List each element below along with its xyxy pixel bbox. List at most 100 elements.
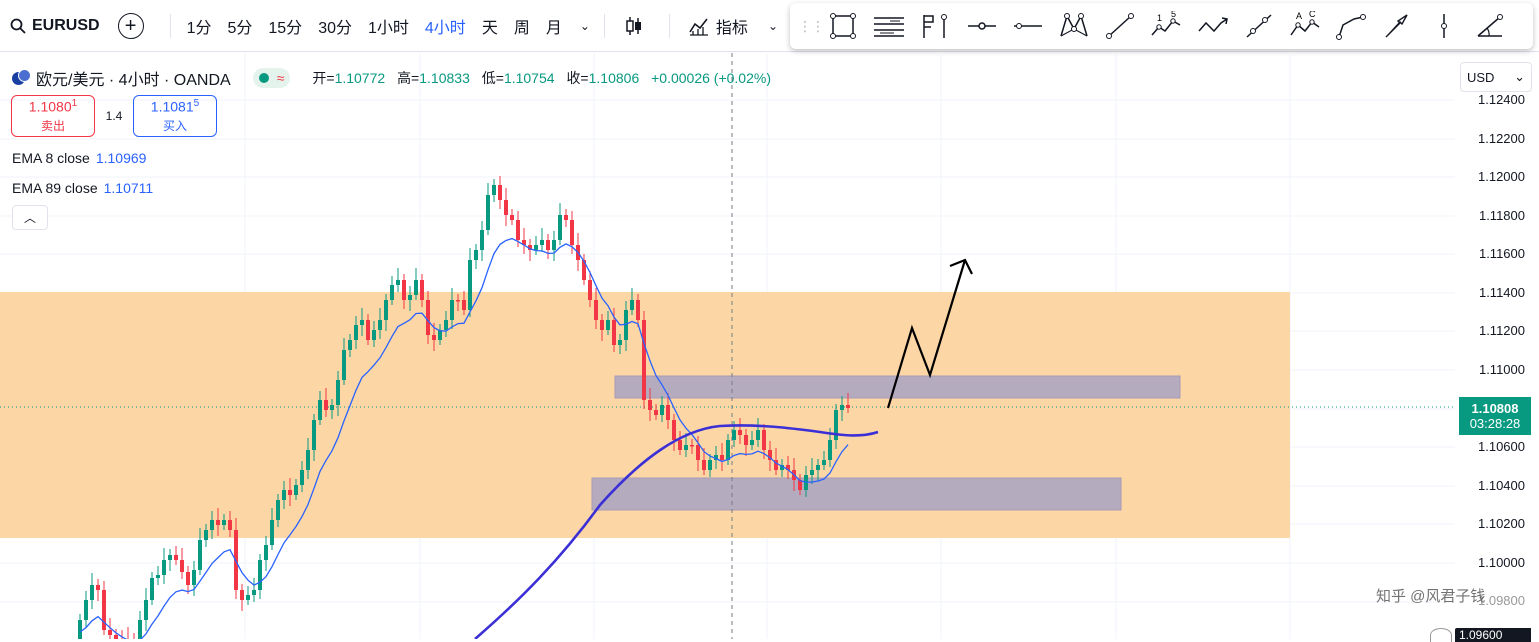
candle-body (84, 600, 88, 620)
candle-body (810, 470, 814, 475)
timeframe-1[interactable]: 5分 (227, 19, 253, 37)
xabcd-tool[interactable] (1051, 6, 1097, 46)
candle-body (210, 520, 214, 530)
candle-body (294, 485, 298, 495)
candle-body (312, 420, 316, 450)
trend-angle-icon (1477, 14, 1503, 37)
candle-body (450, 300, 454, 320)
zigzag-tool[interactable] (1190, 6, 1236, 46)
price-chart[interactable] (0, 53, 1539, 639)
timeframe-2[interactable]: 15分 (268, 19, 303, 37)
candle-body (408, 295, 412, 300)
timeframe-7[interactable]: 周 (513, 19, 530, 37)
trend-line-tool[interactable] (1097, 6, 1143, 46)
rectangle-tool[interactable] (820, 6, 866, 46)
forecast-path[interactable] (886, 259, 967, 409)
candle-body (348, 340, 352, 350)
candle-body (156, 575, 160, 578)
ema-89-legend[interactable]: EMA 89 close 1.10711 (12, 180, 153, 196)
chevron-up-icon: ︿ (23, 211, 36, 225)
arrow-tool[interactable] (1374, 6, 1420, 46)
candle-body (726, 440, 730, 460)
flag-tool[interactable] (912, 6, 958, 46)
candle-body (282, 490, 286, 500)
currency-selector[interactable]: USD ⌄ (1460, 62, 1532, 92)
buy-button[interactable]: 1.10815 买入 (133, 95, 217, 137)
candle-body (342, 350, 346, 380)
chart-type-button[interactable] (613, 0, 661, 52)
candle-body (828, 440, 832, 460)
timeframe-6[interactable]: 天 (481, 19, 498, 37)
bid-ask-panel: 1.10801 卖出 1.4 1.10815 买入 (11, 95, 217, 137)
chevron-down-icon[interactable]: ⌄ (579, 18, 590, 33)
candle-body (522, 240, 526, 245)
candle-body (696, 445, 700, 460)
candle-body (498, 185, 502, 200)
abcd-label-c: C (1309, 11, 1316, 19)
channel-tool[interactable] (866, 6, 912, 46)
sell-button[interactable]: 1.10801 卖出 (11, 95, 95, 137)
support-box[interactable] (591, 477, 1122, 511)
symbol-search[interactable]: EURUSD (0, 0, 114, 52)
candle-body (816, 465, 820, 470)
candle-body (798, 480, 802, 490)
scroll-icon[interactable] (1430, 628, 1452, 642)
market-status-pill[interactable]: ≈ (252, 68, 291, 88)
candle-body (846, 405, 850, 408)
multipoint-line-tool[interactable] (1236, 6, 1282, 46)
candle-body (756, 430, 760, 440)
candle-body (606, 320, 610, 330)
candle-body (366, 320, 370, 340)
market-open-icon (258, 73, 269, 83)
axis-tick: 1.11600 (1478, 246, 1525, 261)
timeframe-8[interactable]: 月 (545, 19, 562, 37)
candle-body (600, 320, 604, 330)
timeframe-3[interactable]: 30分 (318, 19, 352, 37)
axis-tick: 1.10400 (1478, 478, 1525, 493)
sell-label: 卖出 (40, 118, 65, 133)
candle-body (102, 590, 106, 630)
ema-8-legend[interactable]: EMA 8 close 1.10969 (12, 150, 146, 166)
horizontal-line-tool[interactable] (1005, 6, 1051, 46)
bottom-price-tag: 1.09600 (1455, 628, 1531, 642)
candle-body (204, 530, 208, 540)
toolbar-divider (603, 13, 605, 38)
ohlc-values: 开=1.10772 高=1.10833 低=1.10754 收=1.10806 … (312, 70, 771, 86)
timeframe-5[interactable]: 4小时 (424, 19, 466, 37)
multipoint-line-icon (1246, 14, 1272, 38)
candle-body (324, 400, 328, 410)
timeframe-4[interactable]: 1小时 (368, 19, 409, 37)
spread-value: 1.4 (105, 109, 123, 123)
axis-tick: 1.10600 (1478, 439, 1525, 454)
legend-title[interactable]: 欧元/美元 · 4小时 · OANDA (36, 72, 231, 89)
candle-body (492, 185, 496, 195)
candle-body (552, 240, 556, 250)
candle-body (582, 260, 586, 280)
candle-body (702, 460, 706, 470)
candle-body (192, 570, 196, 585)
chart-legend: 欧元/美元 · 4小时 · OANDA ≈ 开=1.10772 高=1.1083… (12, 66, 779, 90)
path-tool[interactable] (1328, 6, 1374, 46)
candle-body (528, 245, 532, 250)
watermark: 知乎 @风君子钱 (1376, 588, 1486, 605)
info-line-tool[interactable] (959, 6, 1005, 46)
trend-angle-tool[interactable] (1467, 6, 1513, 46)
arrow-icon (1385, 14, 1408, 38)
collapse-legend-button[interactable]: ︿ (12, 205, 48, 230)
indicators-button[interactable]: 指标 (678, 0, 758, 52)
candle-body (228, 520, 232, 530)
candle-body (744, 435, 748, 445)
ema-8-value: 1.10969 (95, 150, 147, 166)
candle-body (114, 635, 118, 639)
timeframe-0[interactable]: 1分 (186, 19, 212, 37)
candle-body (642, 320, 646, 400)
compare-add-button[interactable]: + (117, 12, 144, 39)
candles-icon (626, 16, 641, 35)
vertical-line-tool[interactable] (1420, 6, 1466, 46)
axis-tick: 1.10200 (1478, 516, 1525, 531)
drag-handle-icon[interactable]: ⋮⋮ (798, 17, 825, 34)
chevron-down-icon[interactable]: ⌄ (767, 18, 778, 33)
candle-body (534, 245, 538, 250)
